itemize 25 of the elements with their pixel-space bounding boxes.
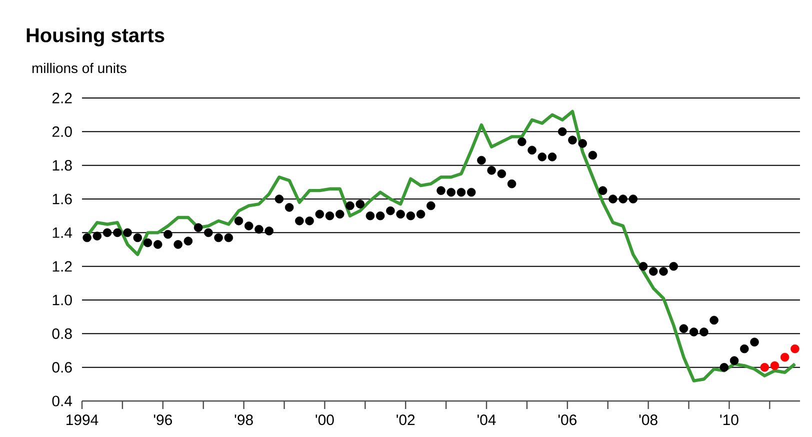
y-tick-label: 1.6 [52, 194, 72, 204]
chart-title: Housing starts [26, 28, 164, 46]
y-tick-label: 2.2 [52, 92, 72, 104]
x-tick-label: '98 [234, 414, 253, 426]
x-tick-label: '06 [558, 414, 576, 426]
y-tick-label: 0.6 [52, 362, 72, 373]
y-tick-label: 0.8 [52, 328, 72, 339]
x-tick-label: '08 [639, 414, 658, 426]
y-tick-label: 0.4 [52, 396, 72, 406]
x-tick-label: '96 [154, 414, 172, 426]
x-tick-label: '04 [478, 414, 496, 426]
y-tick-label: 1.4 [52, 228, 72, 238]
point [780, 352, 790, 362]
x-tick-label: '02 [396, 414, 415, 426]
y-tick-label: 1.8 [52, 160, 72, 171]
point [790, 344, 800, 354]
y-tick-label: 1.0 [52, 294, 72, 306]
point [770, 361, 780, 370]
x-tick-label: 1994 [66, 414, 98, 426]
x-tick-label: '10 [720, 414, 738, 426]
y-tick-label: 1.2 [52, 261, 72, 272]
x-tick-label: '00 [316, 414, 334, 426]
point [760, 362, 769, 372]
y-axis-title: millions of units [32, 62, 126, 74]
y-tick-label: 2.0 [52, 126, 72, 137]
